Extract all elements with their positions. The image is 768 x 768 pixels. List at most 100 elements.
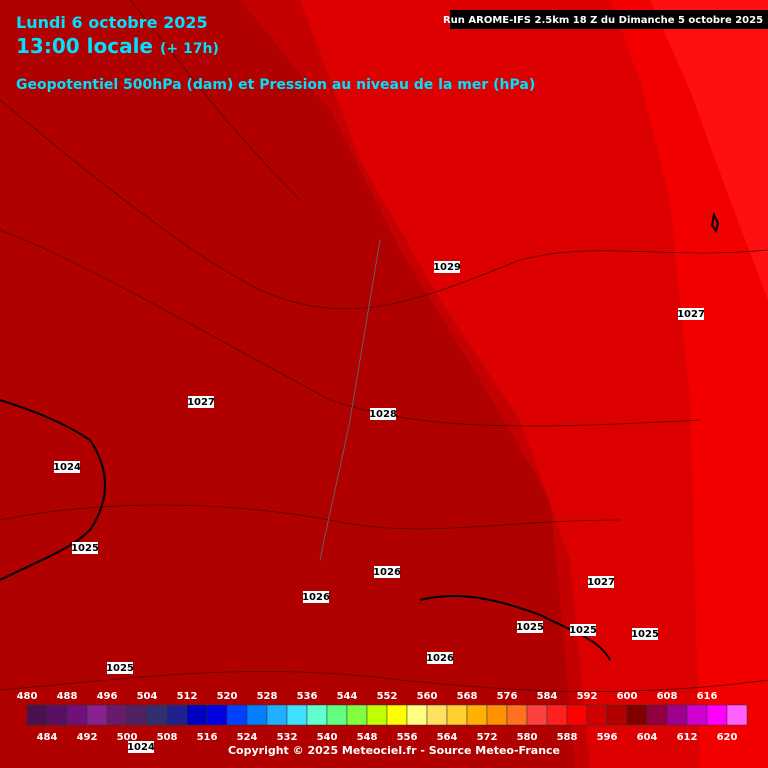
scale-label: 524 [237,732,258,743]
scale-swatch [346,704,368,726]
scale-swatch [326,704,348,726]
scale-swatch [566,704,588,726]
scale-label: 544 [337,691,358,702]
scale-swatch [726,704,748,726]
isobar-label-bg [632,628,658,640]
isobar-label: 1025 [71,543,99,554]
scale-swatch [446,704,468,726]
scale-swatch [46,704,68,726]
date: Lundi 6 octobre 2025 [16,13,208,32]
scale-swatch [166,704,188,726]
scale-label: 568 [457,691,478,702]
scale-label: 528 [257,691,278,702]
scale-swatch [226,704,248,726]
isobar-label: 1026 [302,592,330,603]
scale-label: 500 [117,732,138,743]
scale-swatch [386,704,408,726]
isobar-label: 1026 [426,653,454,664]
isobar-label: 1024 [53,462,81,473]
scale-swatch [466,704,488,726]
isobar-label-bg [128,741,154,753]
isobar-label: 1027 [587,577,615,588]
isobar-label-bg [107,662,133,674]
coastline [0,399,106,581]
coastline [419,595,611,661]
scale-label: 532 [277,732,298,743]
scale-label: 608 [657,691,678,702]
isobar-label: 1025 [106,663,134,674]
scale-label: 484 [37,732,58,743]
isobar-label-bg [434,261,460,273]
scale-label: 564 [437,732,458,743]
scale-swatch [646,704,668,726]
scale-swatch [526,704,548,726]
isobar-label: 1027 [187,397,215,408]
isobar-label: 1028 [369,409,397,420]
isobar-label: 1025 [631,629,659,640]
scale-swatch [66,704,88,726]
scale-label: 596 [597,732,618,743]
scale-label: 548 [357,732,378,743]
scale-label: 588 [557,732,578,743]
scale-label: 620 [717,732,738,743]
scale-label: 536 [297,691,318,702]
scale-swatch [426,704,448,726]
scale-swatch [506,704,528,726]
scale-swatch [86,704,108,726]
scale-label: 584 [537,691,558,702]
run-info: Run AROME-IFS 2.5km 18 Z du Dimanche 5 o… [443,15,763,26]
lead-time: (+ 17h) [160,41,219,57]
scale-swatch [486,704,508,726]
scale-swatch [126,704,148,726]
scale-swatch [546,704,568,726]
scale-label: 616 [697,691,718,702]
scale-label: 560 [417,691,438,702]
scale-label: 540 [317,732,338,743]
coastline [710,211,720,234]
zone-hottest [650,0,768,300]
zone-warm [300,0,768,768]
scale-label: 600 [617,691,638,702]
scale-swatch [666,704,688,726]
scale-swatch [266,704,288,726]
isobar-label-bg [517,621,543,633]
scale-swatch [606,704,628,726]
copyright: Copyright © 2025 Meteociel.fr - Source M… [228,744,560,757]
scale-label: 496 [97,691,118,702]
scale-label: 508 [157,732,178,743]
isobar-label: 1026 [373,567,401,578]
scale-label: 480 [17,691,38,702]
isobar-label-bg [588,576,614,588]
scale-swatch [706,704,728,726]
scale-label: 592 [577,691,598,702]
scale-label: 556 [397,732,418,743]
isobar-line [0,504,621,530]
scale-label: 488 [57,691,78,702]
isobar-label-bg [303,591,329,603]
time: 13:00 locale [16,34,153,58]
isobar-label-bg [427,652,453,664]
border-line [319,239,381,561]
scale-label: 572 [477,732,498,743]
scale-label: 576 [497,691,518,702]
isobar-label: 1025 [516,622,544,633]
scale-swatch [286,704,308,726]
scale-swatch [186,704,208,726]
scale-label: 552 [377,691,398,702]
isobar-label-bg [188,396,214,408]
scale-label: 492 [77,732,98,743]
isobar-label: 1029 [433,262,461,273]
scale-swatch [686,704,708,726]
scale-swatch [206,704,228,726]
subtitle: Geopotentiel 500hPa (dam) et Pression au… [16,77,535,93]
scale-swatch [146,704,168,726]
scale-label: 580 [517,732,538,743]
isobar-label: 1027 [677,309,705,320]
isobar-labels: 1029 1027 1027 1028 1024 1025 1026 1027 1026 1025… [53,261,705,753]
isobar-line [0,671,768,692]
isobar-label: 1025 [569,625,597,636]
isobar-line [0,99,768,310]
isobar-label-bg [370,408,396,420]
isobar-label-bg [374,566,400,578]
